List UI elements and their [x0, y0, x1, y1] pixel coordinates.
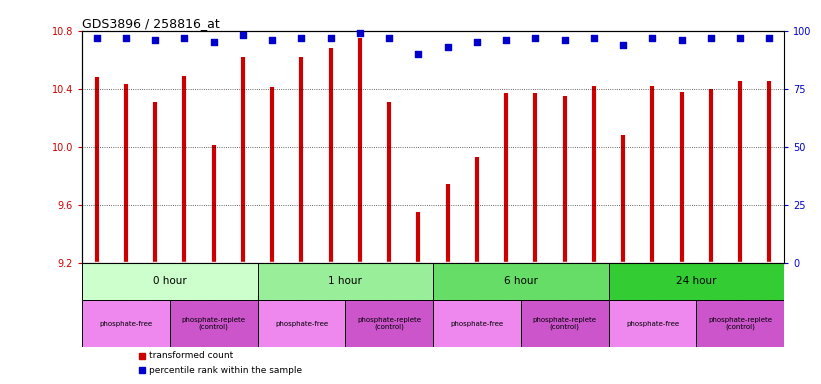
Text: GSM618331: GSM618331 — [620, 263, 626, 305]
Text: transformed count: transformed count — [149, 351, 233, 360]
Text: GSM618324: GSM618324 — [181, 263, 187, 305]
Text: GSM618330: GSM618330 — [708, 263, 714, 305]
Text: GSM618343: GSM618343 — [328, 263, 333, 305]
Bar — [521, 300, 608, 347]
Text: GSM618337: GSM618337 — [474, 263, 480, 305]
Bar — [433, 300, 521, 347]
Text: phosphate-free: phosphate-free — [451, 321, 503, 327]
Point — [149, 37, 162, 43]
Text: GSM618347: GSM618347 — [679, 263, 685, 305]
Text: phosphate-replete
(control): phosphate-replete (control) — [533, 317, 597, 330]
Text: GSM618327: GSM618327 — [269, 263, 275, 305]
Text: GSM618328: GSM618328 — [533, 263, 539, 305]
Text: percentile rank within the sample: percentile rank within the sample — [149, 366, 302, 375]
Point — [295, 35, 308, 41]
Point — [734, 35, 747, 41]
Point — [90, 35, 103, 41]
Text: GSM618326: GSM618326 — [357, 263, 363, 305]
Text: GDS3896 / 258816_at: GDS3896 / 258816_at — [82, 17, 220, 30]
Point — [529, 35, 542, 41]
Text: phosphate-free: phosphate-free — [275, 321, 328, 327]
Text: GSM618332: GSM618332 — [211, 263, 217, 305]
Point — [558, 37, 571, 43]
Text: GSM618335: GSM618335 — [299, 263, 305, 305]
Text: GSM618334: GSM618334 — [386, 263, 392, 305]
Text: phosphate-free: phosphate-free — [99, 321, 153, 327]
Point — [324, 35, 337, 41]
Point — [500, 37, 513, 43]
Point — [587, 35, 600, 41]
Point — [353, 30, 366, 36]
Point — [178, 35, 191, 41]
Text: GSM618336: GSM618336 — [562, 263, 567, 305]
Text: GSM618342: GSM618342 — [415, 263, 421, 305]
Text: GSM618345: GSM618345 — [503, 263, 509, 305]
Point — [470, 39, 484, 45]
Point — [763, 35, 776, 41]
Point — [207, 39, 220, 45]
Point — [704, 35, 718, 41]
Bar — [170, 300, 258, 347]
Point — [266, 37, 279, 43]
Text: 24 hour: 24 hour — [676, 276, 717, 286]
Text: GSM618346: GSM618346 — [767, 263, 773, 305]
Point — [412, 51, 425, 57]
Bar — [346, 300, 433, 347]
Text: GSM618340: GSM618340 — [240, 263, 246, 305]
Bar — [433, 263, 608, 300]
Point — [646, 35, 659, 41]
Text: GSM618333: GSM618333 — [123, 263, 129, 305]
Text: GSM618339: GSM618339 — [649, 263, 655, 305]
Point — [383, 35, 396, 41]
Text: 6 hour: 6 hour — [504, 276, 538, 286]
Point — [119, 35, 132, 41]
Text: GSM618329: GSM618329 — [445, 263, 451, 305]
Text: GSM618341: GSM618341 — [152, 263, 158, 305]
Bar — [608, 263, 784, 300]
Text: 1 hour: 1 hour — [328, 276, 362, 286]
Text: GSM618325: GSM618325 — [94, 263, 99, 305]
Text: phosphate-free: phosphate-free — [626, 321, 679, 327]
Bar — [258, 263, 433, 300]
Bar — [258, 300, 346, 347]
Text: phosphate-replete
(control): phosphate-replete (control) — [181, 317, 245, 330]
Point — [617, 41, 630, 48]
Bar — [82, 263, 258, 300]
Point — [675, 37, 688, 43]
Bar — [608, 300, 696, 347]
Text: phosphate-replete
(control): phosphate-replete (control) — [709, 317, 773, 330]
Point — [441, 44, 454, 50]
Point — [236, 32, 250, 38]
Text: GSM618338: GSM618338 — [737, 263, 743, 305]
Bar — [696, 300, 784, 347]
Bar — [82, 300, 170, 347]
Text: GSM618344: GSM618344 — [591, 263, 597, 305]
Text: 0 hour: 0 hour — [153, 276, 186, 286]
Text: phosphate-replete
(control): phosphate-replete (control) — [357, 317, 421, 330]
